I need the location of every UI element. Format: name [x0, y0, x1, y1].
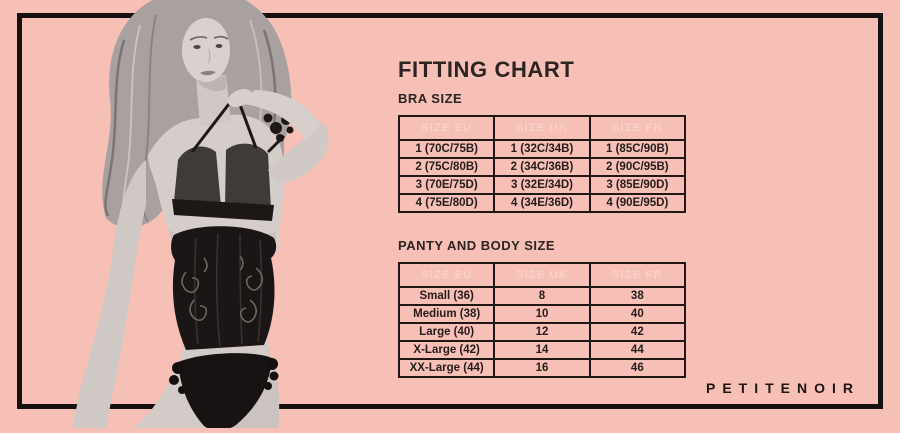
table-row: Large (40) 12 42: [397, 322, 687, 342]
table-cell: XX-Large (44): [397, 358, 496, 378]
table-cell: 1 (32C/34B): [493, 139, 591, 159]
panty-size-heading: PANTY AND BODY SIZE: [398, 238, 556, 253]
table-cell: Large (40): [397, 322, 496, 342]
table-cell: 2 (75C/80B): [397, 157, 496, 177]
table-row: 4 (75E/80D) 4 (34E/36D) 4 (90E/95D): [397, 193, 687, 213]
table-row: 2 (75C/80B) 2 (34C/36B) 2 (90C/95B): [397, 157, 687, 177]
table-cell: 40: [588, 304, 687, 324]
column-header: SIZE EU: [397, 262, 496, 288]
bra-size-table: SIZE EU SIZE UK SIZE FR 1 (70C/75B) 1 (32C/3…: [397, 115, 687, 213]
table-cell: 12: [493, 322, 591, 342]
fitting-chart-panel: FITTING CHART BRA SIZE SIZE EU SIZE UK SIZ…: [397, 57, 690, 378]
table-cell: 16: [493, 358, 591, 378]
table-cell: 1 (70C/75B): [397, 139, 496, 159]
table-cell: Medium (38): [397, 304, 496, 324]
model-photo-illustration: [73, 0, 329, 431]
table-cell: 3 (85E/90D): [588, 175, 687, 195]
table-cell: 8: [493, 286, 591, 306]
table-cell: 2 (90C/95B): [588, 157, 687, 177]
column-header: SIZE EU: [397, 115, 496, 141]
column-header: SIZE FR: [588, 115, 687, 141]
table-cell: X-Large (42): [397, 340, 496, 360]
table-header-row: SIZE EU SIZE UK SIZE FR: [397, 262, 687, 288]
table-cell: 3 (70E/75D): [397, 175, 496, 195]
table-cell: 4 (75E/80D): [397, 193, 496, 213]
table-cell: 42: [588, 322, 687, 342]
table-cell: 10: [493, 304, 591, 324]
table-cell: 14: [493, 340, 591, 360]
table-cell: Small (36): [397, 286, 496, 306]
table-cell: 3 (32E/34D): [493, 175, 591, 195]
bra-size-section: BRA SIZE SIZE EU SIZE UK SIZE FR 1 (70C/75B…: [397, 91, 690, 213]
table-cell: 4 (90E/95D): [588, 193, 687, 213]
table-row: X-Large (42) 14 44: [397, 340, 687, 360]
table-header-row: SIZE EU SIZE UK SIZE FR: [397, 115, 687, 141]
page-title: FITTING CHART: [398, 57, 575, 82]
panty-size-section: PANTY AND BODY SIZE SIZE EU SIZE UK SIZE F…: [397, 238, 690, 378]
table-row: Medium (38) 10 40: [397, 304, 687, 324]
decorative-border-frame: [17, 13, 883, 409]
table-cell: 38: [588, 286, 687, 306]
bra-size-heading: BRA SIZE: [398, 91, 463, 106]
column-header: SIZE FR: [588, 262, 687, 288]
table-row: Small (36) 8 38: [397, 286, 687, 306]
table-row: 3 (70E/75D) 3 (32E/34D) 3 (85E/90D): [397, 175, 687, 195]
model-photo: [28, 0, 390, 431]
table-cell: 44: [588, 340, 687, 360]
table-row: XX-Large (44) 16 46: [397, 358, 687, 378]
table-cell: 4 (34E/36D): [493, 193, 591, 213]
panty-size-table: SIZE EU SIZE UK SIZE FR Small (36) 8 38 Medium…: [397, 262, 687, 378]
table-cell: 2 (34C/36B): [493, 157, 591, 177]
brand-logo: PETITENOIR: [705, 380, 860, 396]
column-header: SIZE UK: [493, 115, 591, 141]
table-cell: 1 (85C/90B): [588, 139, 687, 159]
column-header: SIZE UK: [493, 262, 591, 288]
table-row: 1 (70C/75B) 1 (32C/34B) 1 (85C/90B): [397, 139, 687, 159]
table-cell: 46: [588, 358, 687, 378]
